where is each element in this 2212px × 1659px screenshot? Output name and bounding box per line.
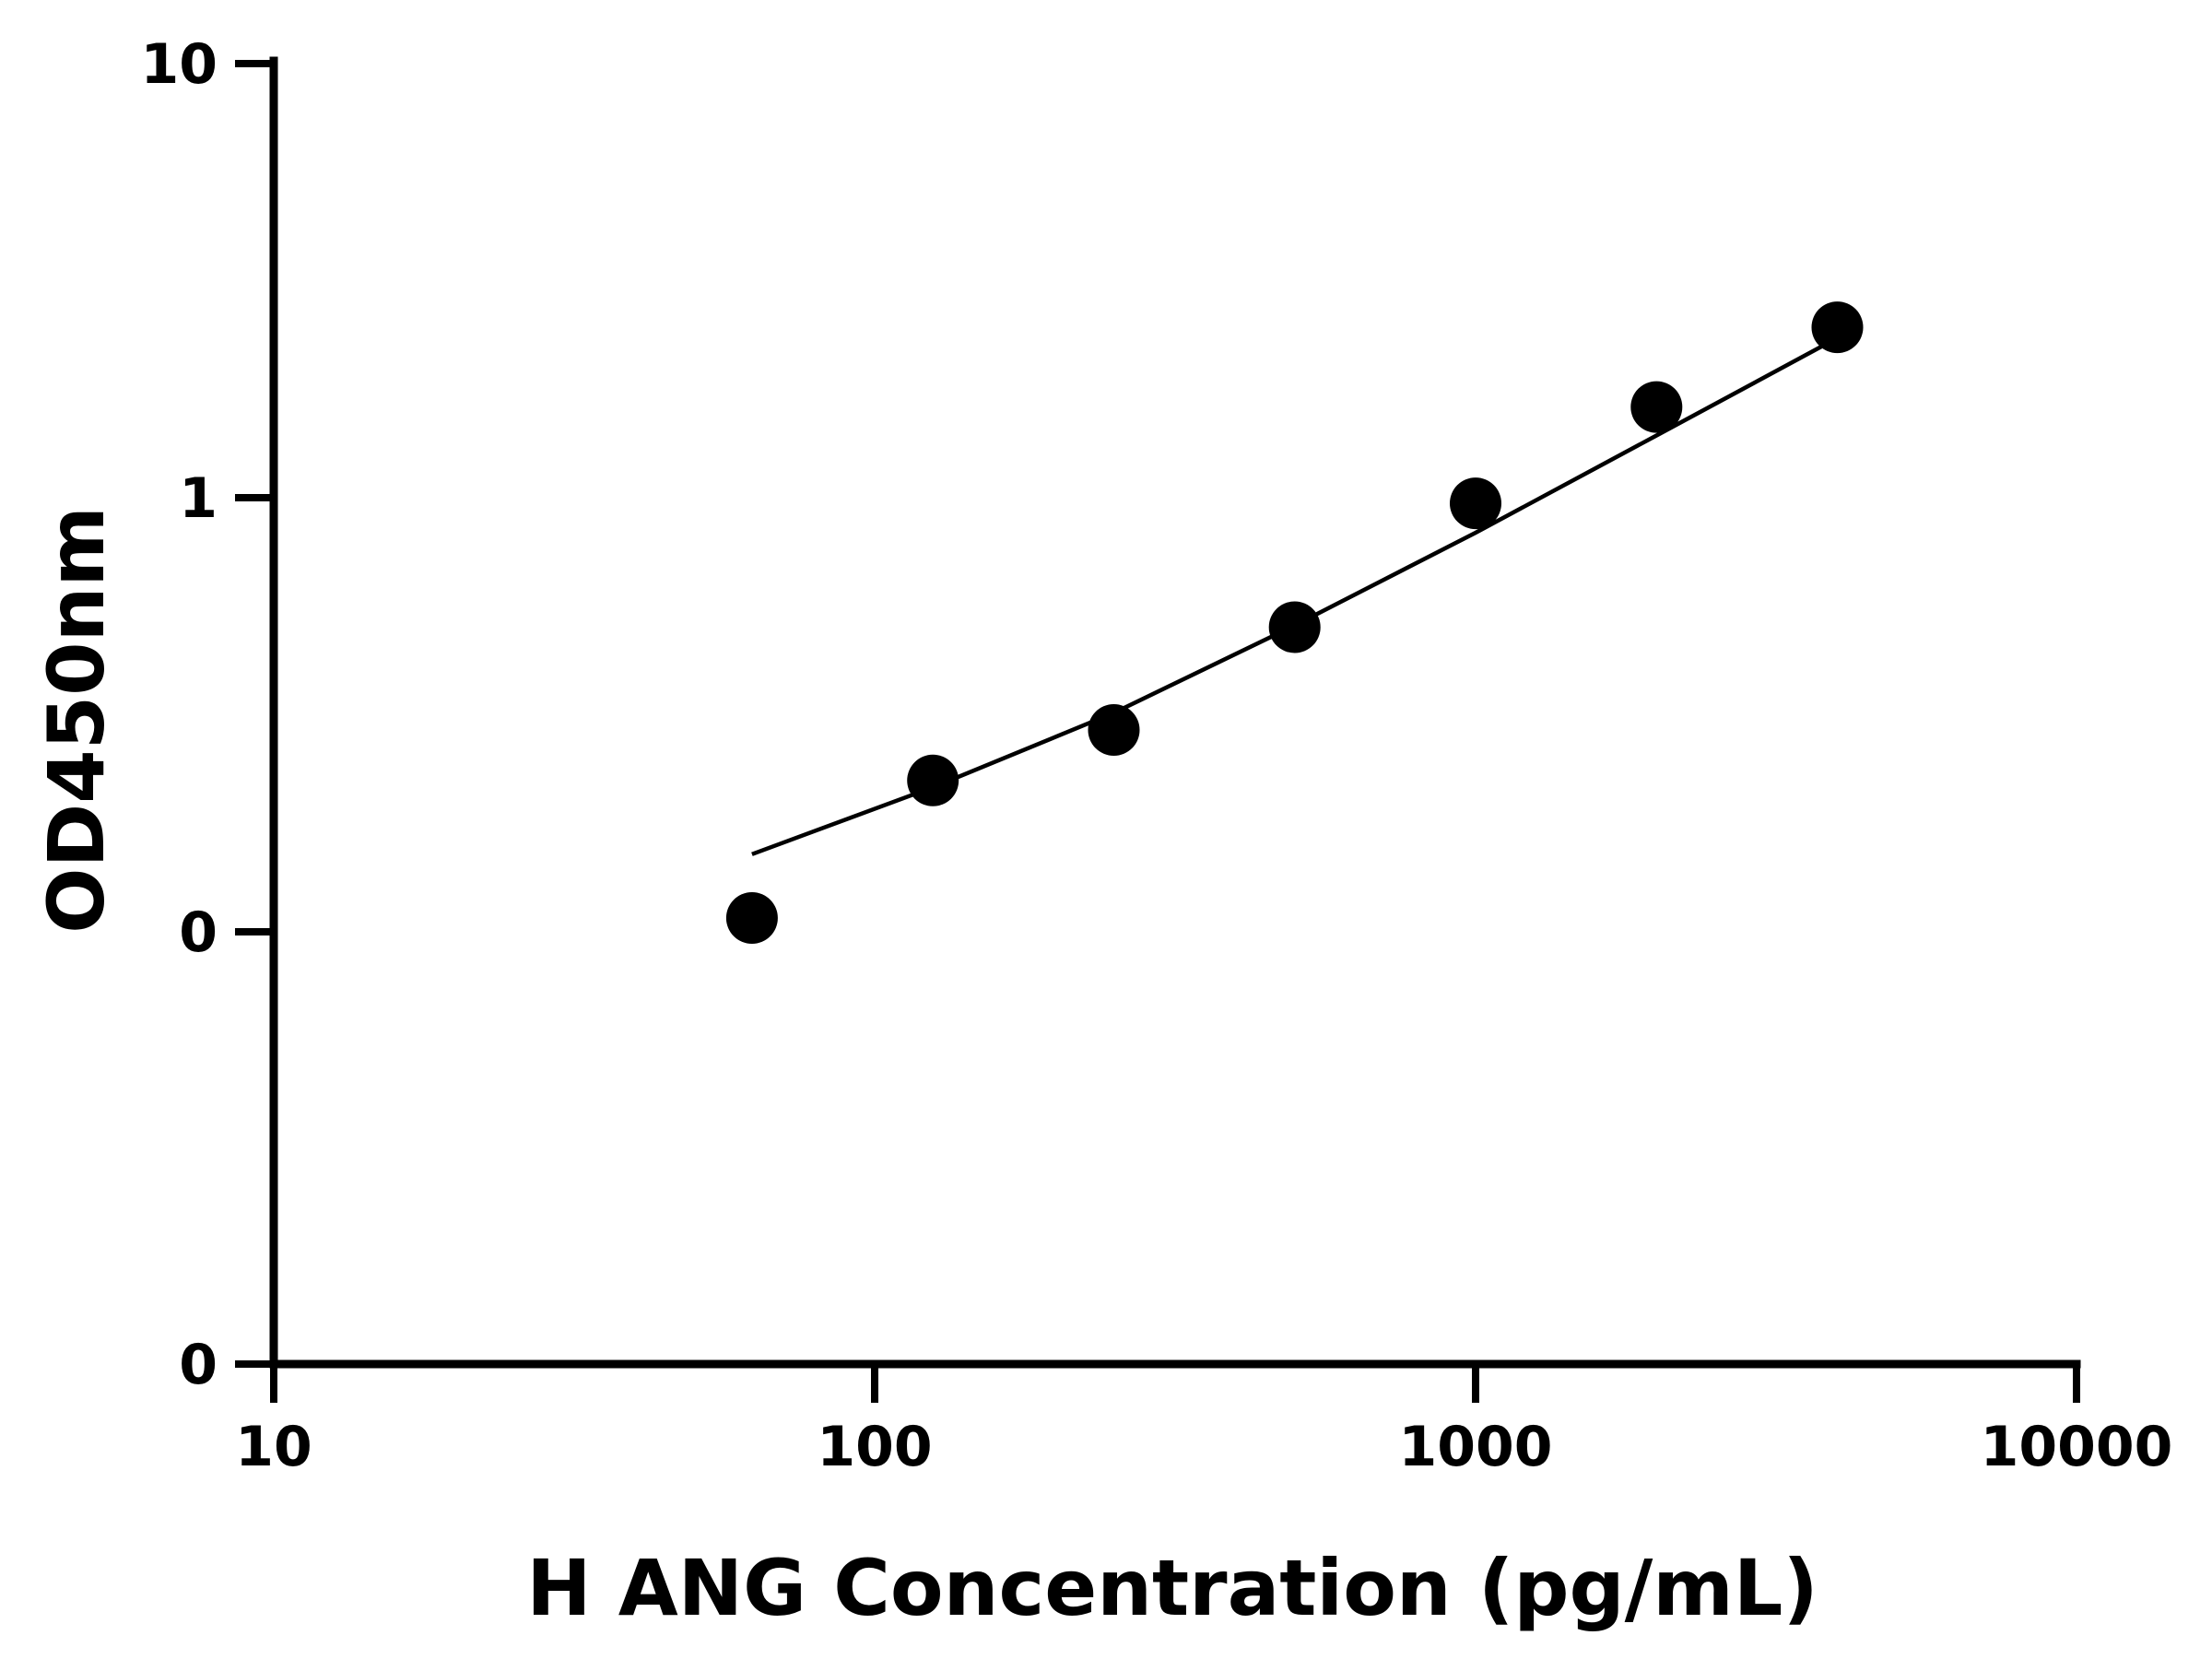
y-ticks: 0 0 1 10 [141,32,274,1397]
x-axis-title: H ANG Concentration (pg/mL) [526,1543,1818,1633]
y-tick-label: 0 [179,1333,218,1397]
data-point [1630,381,1683,433]
x-tick-label: 100 [817,1415,932,1479]
y-tick-label: 1 [179,466,218,531]
y-tick-label: 10 [141,32,218,97]
data-point [1811,301,1864,354]
series-layer [725,301,1864,944]
data-point [1088,704,1140,756]
data-point [1268,601,1321,653]
x-ticks: 10 100 1000 10000 [235,1364,2172,1479]
y-tick-label: 0 [179,900,218,965]
data-point [725,892,778,944]
x-tick-label: 1000 [1399,1415,1553,1479]
y-axis-title: OD450nm [31,506,122,934]
x-tick-label: 10000 [1981,1415,2173,1479]
data-point [907,754,959,806]
x-tick-label: 10 [235,1415,312,1479]
data-point [1450,477,1501,530]
